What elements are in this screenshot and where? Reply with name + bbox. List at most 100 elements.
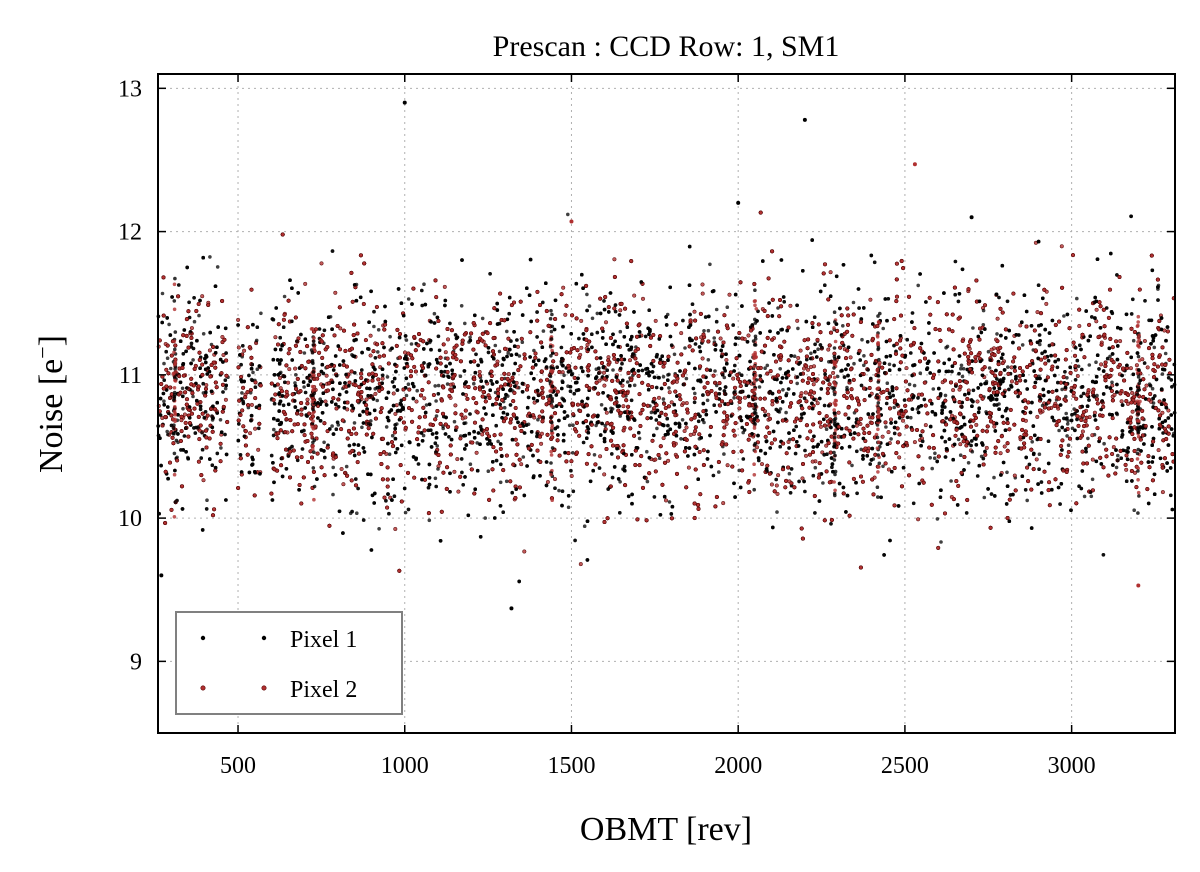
point-pixel-1 xyxy=(1060,387,1064,392)
point-pixel-1 xyxy=(503,376,507,381)
point-pixel-2 xyxy=(666,458,671,463)
point-pixel-2 xyxy=(248,431,253,436)
point-pixel-2 xyxy=(1112,392,1117,397)
point-pixel-2 xyxy=(569,473,574,479)
point-pixel-1 xyxy=(632,383,637,388)
point-pixel-2 xyxy=(888,417,894,422)
point-pixel-1 xyxy=(763,366,767,371)
point-pixel-2 xyxy=(725,463,730,468)
point-pixel-1 xyxy=(197,313,201,318)
point-pixel-2 xyxy=(402,350,408,355)
point-pixel-2 xyxy=(1035,414,1040,419)
point-pixel-1 xyxy=(520,340,525,345)
point-pixel-2 xyxy=(770,402,775,407)
point-pixel-1 xyxy=(541,329,546,333)
point-pixel-2 xyxy=(303,281,308,286)
point-pixel-2 xyxy=(759,462,765,467)
point-pixel-1 xyxy=(388,334,392,339)
point-pixel-2 xyxy=(554,352,559,357)
point-pixel-2 xyxy=(1119,399,1124,404)
point-pixel-1 xyxy=(693,391,697,396)
point-pixel-1 xyxy=(813,465,818,470)
point-pixel-2 xyxy=(256,447,261,452)
point-pixel-1 xyxy=(162,399,166,404)
point-pixel-2 xyxy=(341,482,346,487)
point-pixel-1 xyxy=(219,446,223,450)
point-pixel-1 xyxy=(966,461,971,465)
point-pixel-2 xyxy=(519,462,524,467)
point-pixel-1 xyxy=(982,495,987,500)
point-pixel-2 xyxy=(786,439,791,444)
point-pixel-1 xyxy=(784,410,788,415)
point-pixel-1 xyxy=(1152,345,1157,350)
point-pixel-1 xyxy=(1116,453,1120,458)
point-pixel-1 xyxy=(406,382,411,387)
point-pixel-1 xyxy=(532,348,536,353)
point-pixel-2 xyxy=(904,366,909,371)
point-pixel-1 xyxy=(1082,494,1087,499)
point-pixel-2 xyxy=(798,348,803,353)
point-pixel-1 xyxy=(302,351,307,355)
point-pixel-1 xyxy=(1150,386,1155,391)
point-pixel-1 xyxy=(1005,470,1009,475)
point-pixel-2 xyxy=(923,423,928,428)
point-pixel-1 xyxy=(885,381,890,386)
point-pixel-1 xyxy=(970,449,975,454)
point-pixel-1 xyxy=(441,426,446,431)
point-pixel-2 xyxy=(1142,338,1147,344)
point-pixel-2 xyxy=(769,482,774,487)
point-pixel-1 xyxy=(592,453,597,457)
point-pixel-1 xyxy=(1102,441,1106,446)
point-pixel-1 xyxy=(191,358,195,362)
point-pixel-2 xyxy=(774,483,779,488)
point-pixel-1 xyxy=(1087,363,1092,367)
point-pixel-2 xyxy=(532,400,537,405)
point-pixel-1 xyxy=(959,366,963,371)
point-pixel-1 xyxy=(706,328,711,333)
point-pixel-1 xyxy=(884,425,888,429)
point-pixel-2 xyxy=(221,352,226,358)
point-pixel-1 xyxy=(390,433,395,438)
point-pixel-2 xyxy=(669,400,674,405)
point-pixel-2 xyxy=(718,336,723,341)
point-pixel-1 xyxy=(404,393,409,398)
point-pixel-1 xyxy=(816,347,820,352)
point-pixel-2 xyxy=(737,406,742,411)
point-pixel-1 xyxy=(594,423,598,428)
point-pixel-2 xyxy=(445,337,451,342)
point-pixel-2 xyxy=(742,395,748,400)
point-pixel-2 xyxy=(826,347,831,352)
point-pixel-2 xyxy=(721,501,726,506)
point-pixel-1 xyxy=(255,367,260,372)
point-pixel-1 xyxy=(680,418,685,422)
point-pixel-1 xyxy=(433,476,438,481)
point-pixel-1 xyxy=(504,479,509,484)
point-pixel-1 xyxy=(1020,343,1025,347)
point-pixel-1 xyxy=(1108,354,1112,359)
point-pixel-1 xyxy=(625,380,630,384)
point-pixel-1 xyxy=(376,328,381,332)
point-pixel-1 xyxy=(506,351,511,355)
point-pixel-2 xyxy=(273,335,278,340)
point-pixel-2 xyxy=(1034,457,1039,462)
point-pixel-1 xyxy=(956,437,961,442)
point-pixel-1 xyxy=(776,306,780,310)
point-pixel-2 xyxy=(916,517,921,522)
point-pixel-1 xyxy=(571,423,575,428)
point-pixel-1 xyxy=(352,421,357,425)
point-pixel-1 xyxy=(717,470,721,474)
point-pixel-2 xyxy=(456,489,461,494)
point-pixel-2 xyxy=(579,318,584,323)
point-pixel-1 xyxy=(835,374,840,379)
point-pixel-1 xyxy=(889,437,893,441)
point-pixel-1 xyxy=(916,283,920,288)
point-pixel-2 xyxy=(776,473,781,478)
point-pixel-1 xyxy=(472,381,476,386)
point-pixel-1 xyxy=(165,356,170,361)
point-pixel-1 xyxy=(208,255,212,259)
point-pixel-2 xyxy=(480,432,485,437)
point-pixel-1 xyxy=(778,407,783,411)
point-pixel-1 xyxy=(928,456,932,460)
point-pixel-2 xyxy=(319,261,324,266)
